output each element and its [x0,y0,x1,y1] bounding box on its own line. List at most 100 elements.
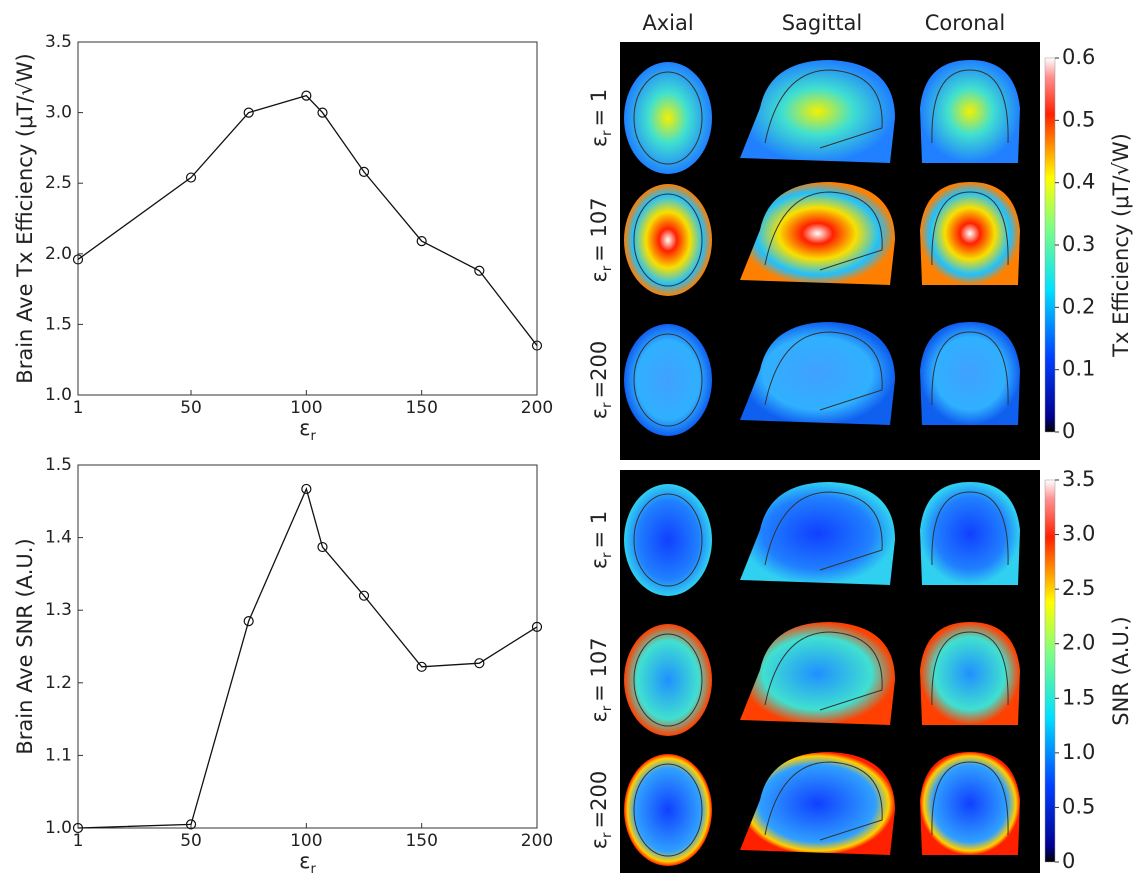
column-header: Axial [642,11,693,35]
axial-slice [624,624,712,736]
coronal-slice [920,752,1020,855]
brain-outline [633,333,703,427]
symbol: ε [587,711,611,722]
data-point [301,90,312,101]
brain-outline [931,191,1009,266]
y-tick-label: 1.2 [45,673,72,693]
colorbar-tick-label: 0.4 [1062,170,1095,194]
colorbar-tick-label: 0.5 [1062,107,1095,131]
plot-frame [77,41,538,396]
x-tick-label: 100 [290,398,322,418]
y-tick-label: 1.0 [45,385,72,405]
brain-outline [931,331,1009,406]
brain-outline [633,763,703,857]
colorbar-tick-label: 2.5 [1062,576,1095,600]
colorbar-tick-label: 0.3 [1062,232,1095,256]
data-point [474,265,485,276]
label-text: = 107 [587,197,611,261]
colorbar-label: SNR (A.U.) [1109,616,1133,725]
data-point [185,172,197,183]
data-point [185,819,197,830]
label-text: =200 [587,341,611,399]
x-tick-label: 150 [405,398,437,418]
sagittal-slice [740,482,895,585]
subscript: r [600,130,615,136]
symbol: ε [587,408,611,419]
brain-outline [931,631,1009,706]
x-tick-label: 200 [521,831,553,851]
data-point [301,483,312,495]
data-point [243,107,254,118]
axial-slice [624,324,712,436]
data-point [358,590,370,601]
row-label: εr =200 [587,771,615,849]
y-tick-label: 3.5 [45,32,72,52]
axial-slice [624,754,712,866]
subscript: r [600,552,615,558]
colorbar-tick-label: 0.6 [1062,45,1095,69]
sagittal-slice [740,60,895,163]
label-text: =200 [587,771,611,829]
sagittal-slice [740,622,895,725]
colorbar-label: Tx Efficiency (μT/√W) [1109,133,1133,358]
plot-frame [77,464,538,829]
brain-outline [764,631,883,711]
coronal-slice [920,482,1020,585]
y-tick-label: 1.5 [45,314,72,334]
data-line [77,487,538,829]
subscript: r [600,265,615,271]
column-header: Sagittal [782,11,863,35]
y-tick-label: 3.0 [45,103,72,123]
symbol: ε [587,271,611,282]
data-point [317,107,328,118]
brain-outline [764,69,883,149]
coronal-slice [920,182,1020,285]
colorbar-tick-label: 1.5 [1062,685,1095,709]
data-point [416,235,427,247]
brain-outline [931,491,1009,566]
colorbar-tick-label: 0.1 [1062,357,1095,381]
x-tick-label: 50 [180,831,202,851]
y-tick-label: 1.3 [45,600,72,620]
y-axis-label: Brain Ave SNR (A.U.) [13,538,37,754]
colorbar-tick-label: 3.5 [1062,467,1095,491]
label-text: = 1 [587,511,611,549]
brain-outline [764,191,883,271]
symbol: ε [587,558,611,569]
colorbar-tick-label: 0 [1062,419,1075,443]
x-tick-label: 100 [290,831,322,851]
x-tick-label: 1 [73,398,84,418]
subscript: r [600,705,615,711]
colorbar-tick-label: 1.0 [1062,740,1095,764]
brain-outline [764,491,883,571]
data-point [531,340,543,351]
coronal-slice [920,622,1020,725]
brain-outline [633,71,703,165]
data-point [531,621,543,632]
x-tick-label: 200 [521,398,553,418]
colorbar-tick-label: 0.5 [1062,794,1095,818]
brain-outline [931,69,1009,144]
y-tick-label: 2.0 [45,244,72,264]
data-point [72,254,84,265]
subscript: r [600,832,615,838]
row-label: εr = 107 [587,197,615,282]
sagittal-slice [740,182,895,285]
y-tick-label: 2.5 [45,173,72,193]
subscript: r [311,429,317,444]
data-point [317,541,328,553]
row-label: εr =200 [587,341,615,419]
brain-outline [764,331,883,411]
column-header: Coronal [925,11,1006,35]
y-tick-label: 1.1 [45,745,72,765]
colorbar-tick-label: 0.2 [1062,294,1095,318]
colorbar-tick-label: 0 [1062,849,1075,873]
y-tick-label: 1.5 [45,455,72,475]
label-text: = 107 [587,637,611,701]
data-point [358,166,370,178]
data-point [243,615,254,627]
colorbar [1044,57,1056,433]
colorbar [1044,479,1056,863]
y-axis-label: Brain Ave Tx Efficiency (μT/√W) [13,53,37,383]
